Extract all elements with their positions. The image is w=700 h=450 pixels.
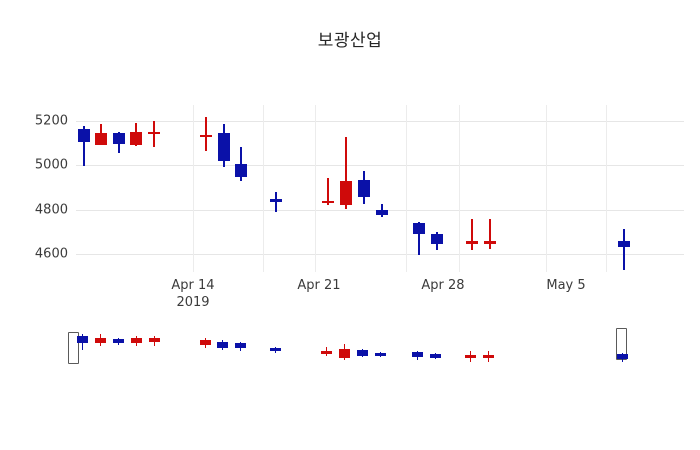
- candle-wick: [275, 191, 277, 212]
- overview-range-panel[interactable]: [60, 318, 640, 380]
- y-axis-tick-label: 4600: [34, 246, 68, 262]
- range-selector-right-handle[interactable]: [616, 328, 627, 360]
- gridline-horizontal: [76, 254, 684, 256]
- overview-candle-body: [321, 351, 332, 354]
- gridline-horizontal: [76, 120, 684, 122]
- candle-body: [340, 180, 352, 206]
- overview-candle-body: [131, 338, 142, 343]
- candle-body: [218, 132, 230, 161]
- gridline-vertical: [459, 105, 460, 272]
- x-axis: Apr 14 2019 Apr 21 Apr 28 May 5: [0, 272, 700, 312]
- candle-body: [484, 240, 496, 245]
- candle-wick: [153, 120, 155, 148]
- candle-body: [466, 240, 478, 245]
- gridline-vertical: [546, 105, 547, 272]
- x-axis-year-label: 2019: [176, 295, 210, 310]
- page-title: 보광산업: [317, 31, 383, 51]
- candle-body: [322, 200, 334, 203]
- overview-candle-body: [270, 348, 281, 351]
- overview-candle-body: [357, 350, 368, 356]
- candle-body: [130, 131, 142, 146]
- x-axis-tick-label: May 5: [546, 278, 586, 293]
- gridline-vertical: [406, 105, 407, 272]
- gridline-horizontal: [76, 165, 684, 167]
- overview-candle-body: [375, 353, 386, 356]
- y-axis-tick-label: 4800: [34, 202, 68, 218]
- gridline-vertical: [263, 105, 264, 272]
- overview-candle-body: [77, 336, 88, 343]
- candle-wick: [471, 218, 473, 250]
- candle-body: [413, 223, 425, 235]
- candle-wick: [327, 178, 329, 206]
- candle-body: [431, 234, 443, 245]
- overview-candle-body: [217, 342, 228, 348]
- candle-body: [235, 164, 247, 178]
- candle-body: [358, 179, 370, 198]
- y-axis-tick-label: 5000: [34, 157, 68, 173]
- overview-candle-body: [430, 354, 441, 358]
- candle-body: [78, 129, 90, 142]
- candle-wick: [345, 137, 347, 209]
- main-plot-area[interactable]: [76, 105, 684, 272]
- candle-wick: [418, 221, 420, 256]
- y-axis-tick-label: 5200: [34, 113, 68, 129]
- candle-body: [148, 131, 160, 134]
- candle-wick: [83, 126, 85, 167]
- candle-body: [270, 198, 282, 202]
- overview-candle-body: [149, 338, 160, 342]
- candle-wick: [489, 218, 491, 249]
- overview-candle-body: [483, 355, 494, 358]
- range-selector-left-handle[interactable]: [68, 332, 79, 364]
- overview-candle-body: [339, 349, 350, 358]
- candle-body: [95, 132, 107, 146]
- x-axis-tick-label: Apr 21: [297, 278, 341, 293]
- overview-candle-body: [465, 355, 476, 358]
- x-axis-tick-label: Apr 14 2019: [171, 278, 215, 310]
- candle-wick: [205, 117, 207, 151]
- candle-body: [113, 132, 125, 144]
- overview-candle-body: [95, 338, 106, 343]
- overview-candle-body: [235, 343, 246, 348]
- candle-wick: [623, 228, 625, 270]
- y-axis: 5200 5000 4800 4600: [0, 105, 700, 272]
- overview-candle-body: [113, 339, 124, 343]
- gridline-vertical: [606, 105, 607, 272]
- overview-candle-body: [412, 352, 423, 357]
- overview-candle-body: [200, 340, 211, 345]
- candle-body: [376, 209, 388, 216]
- overview-candle-body: [617, 354, 628, 359]
- candle-body: [618, 240, 630, 248]
- gridline-vertical: [193, 105, 194, 272]
- candle-wick: [240, 147, 242, 181]
- x-axis-tick-label: Apr 28: [421, 278, 465, 293]
- candle-body: [200, 135, 212, 138]
- gridline-vertical: [315, 105, 316, 272]
